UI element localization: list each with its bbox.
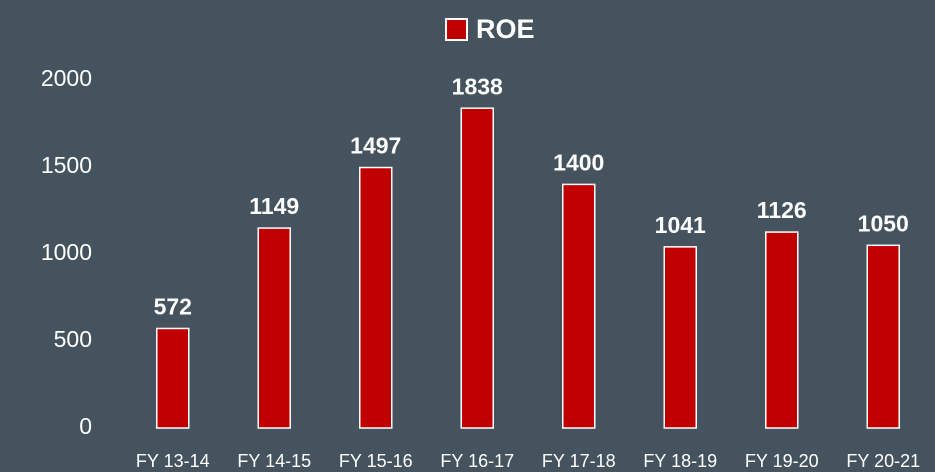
data-label: 1126 bbox=[757, 197, 807, 223]
y-tick-label: 1000 bbox=[41, 239, 92, 265]
x-tick-label: FY 14-15 bbox=[237, 451, 311, 471]
x-tick-label: FY 15-16 bbox=[339, 451, 413, 471]
bar bbox=[562, 183, 596, 429]
x-tick-label: FY 13-14 bbox=[136, 451, 210, 471]
data-label: 1838 bbox=[452, 73, 503, 99]
bar bbox=[765, 231, 799, 429]
legend: ROE bbox=[445, 14, 535, 44]
data-label: 1400 bbox=[553, 149, 604, 175]
legend-swatch bbox=[445, 18, 468, 41]
data-label: 572 bbox=[154, 294, 192, 320]
data-label: 1149 bbox=[249, 193, 299, 219]
y-tick-label: 500 bbox=[54, 326, 92, 352]
bar bbox=[866, 244, 900, 429]
y-tick-label: 1500 bbox=[41, 152, 92, 178]
y-tick-label: 0 bbox=[79, 413, 92, 439]
data-label: 1041 bbox=[655, 212, 706, 238]
bar bbox=[156, 327, 190, 429]
bar bbox=[663, 246, 697, 429]
bar bbox=[359, 166, 393, 429]
x-tick-label: FY 16-17 bbox=[440, 451, 514, 471]
x-tick-label: FY 18-19 bbox=[643, 451, 717, 471]
x-tick-label: FY 20-21 bbox=[846, 451, 920, 471]
bar bbox=[460, 107, 494, 429]
data-label: 1050 bbox=[858, 210, 909, 236]
legend-label: ROE bbox=[476, 14, 535, 44]
bar bbox=[257, 227, 291, 429]
data-label: 1497 bbox=[350, 133, 401, 159]
y-tick-label: 2000 bbox=[41, 65, 92, 91]
x-tick-label: FY 17-18 bbox=[542, 451, 616, 471]
x-tick-label: FY 19-20 bbox=[745, 451, 819, 471]
